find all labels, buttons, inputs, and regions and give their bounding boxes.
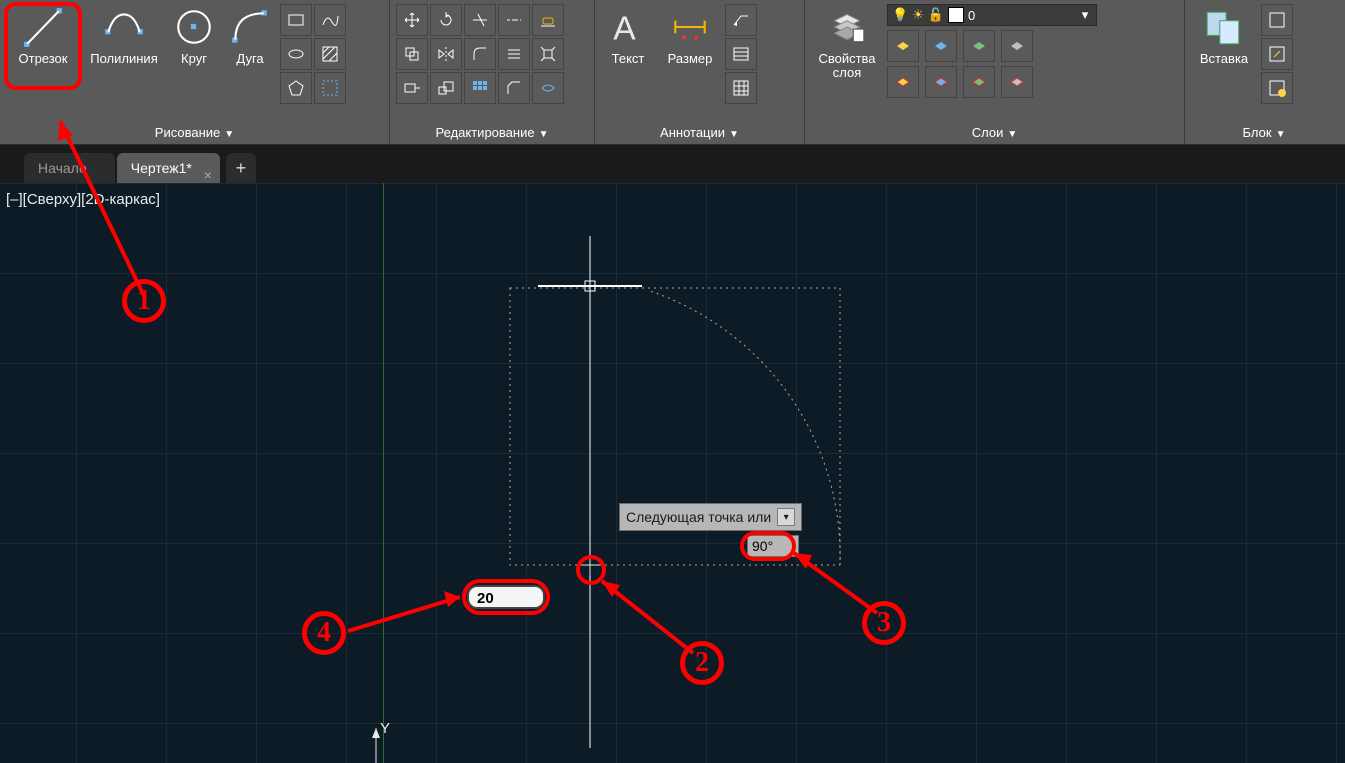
fillet-icon[interactable] <box>464 38 496 70</box>
lock-icon: 🔓 <box>928 7 944 23</box>
erase-icon[interactable] <box>532 4 564 36</box>
trim-icon[interactable] <box>464 4 496 36</box>
move-icon[interactable] <box>396 4 428 36</box>
panel-modify: Редактирование▼ <box>390 0 595 144</box>
tool-circle[interactable]: Круг <box>168 2 220 66</box>
extend-icon[interactable] <box>498 4 530 36</box>
rubber-band-drawing <box>0 183 1345 763</box>
callout-marker-1: 1 <box>122 279 166 323</box>
panel-annotate: A Текст Размер Аннотации▼ <box>595 0 805 144</box>
layer-current-name: 0 <box>968 8 1074 23</box>
offset-icon[interactable] <box>498 38 530 70</box>
panel-layers: Свойства слоя 💡 ☀ 🔓 0 ▾ <box>805 0 1185 144</box>
tab-drawing1[interactable]: Чертеж1* × <box>117 153 220 183</box>
block-edit-icon[interactable] <box>1261 38 1293 70</box>
dynamic-prompt: Следующая точка или ▾ <box>619 503 802 531</box>
chevron-down-icon: ▾ <box>1078 7 1092 23</box>
rect-icon[interactable] <box>280 4 312 36</box>
mirror-icon[interactable] <box>430 38 462 70</box>
tool-layerprops[interactable]: Свойства слоя <box>811 2 883 80</box>
callout-ring-3 <box>740 531 796 561</box>
panel-annotate-title[interactable]: Аннотации▼ <box>601 122 798 144</box>
panel-draw-title[interactable]: Рисование▼ <box>6 122 383 144</box>
spline-icon[interactable] <box>314 4 346 36</box>
draw-extra-icons <box>280 4 346 104</box>
layer-misc-3[interactable] <box>963 30 995 62</box>
array-icon[interactable] <box>464 72 496 104</box>
document-tabbar: Начало Чертеж1* × + <box>0 145 1345 183</box>
tool-line-label: Отрезок <box>6 52 80 66</box>
rotate-icon[interactable] <box>430 4 462 36</box>
tool-text-label: Текст <box>601 52 655 66</box>
ribbon: Отрезок Полилиния Круг Дуга <box>0 0 1345 145</box>
table2-icon[interactable] <box>725 38 757 70</box>
leader-icon[interactable] <box>725 4 757 36</box>
drawing-canvas[interactable]: [–][Сверху][2D-каркас] Следующая точка и… <box>0 183 1345 763</box>
panel-block: Вставка Блок▼ <box>1185 0 1343 144</box>
new-tab-button[interactable]: + <box>226 153 256 183</box>
copy-icon[interactable] <box>396 38 428 70</box>
tool-arc[interactable]: Дуга <box>224 2 276 66</box>
layer-misc-7[interactable] <box>963 66 995 98</box>
panel-draw: Отрезок Полилиния Круг Дуга <box>0 0 390 144</box>
tool-arc-label: Дуга <box>224 52 276 66</box>
svg-text:A: A <box>613 11 636 48</box>
tab-home[interactable]: Начало <box>24 153 115 183</box>
region-icon[interactable] <box>314 72 346 104</box>
panel-layers-title[interactable]: Слои▼ <box>811 122 1178 144</box>
layerprops-label2: слоя <box>811 66 883 80</box>
explode-icon[interactable] <box>532 38 564 70</box>
block-create-icon[interactable] <box>1261 4 1293 36</box>
block-attr-icon[interactable] <box>1261 72 1293 104</box>
ucs-y-label: Y <box>380 720 390 737</box>
tool-polyline-label: Полилиния <box>84 52 164 66</box>
layer-misc-5[interactable] <box>887 66 919 98</box>
panel-modify-title[interactable]: Редактирование▼ <box>396 122 588 144</box>
tool-dim[interactable]: Размер <box>659 2 721 66</box>
callout-marker-2: 2 <box>680 641 724 685</box>
layerprops-label1: Свойства <box>811 52 883 66</box>
tool-circle-label: Круг <box>168 52 220 66</box>
tool-dim-label: Размер <box>659 52 721 66</box>
dynamic-prompt-options-icon[interactable]: ▾ <box>777 508 795 526</box>
join-icon[interactable] <box>532 72 564 104</box>
layer-misc-8[interactable] <box>1001 66 1033 98</box>
tool-insert[interactable]: Вставка <box>1191 2 1257 66</box>
ellipse-icon[interactable] <box>280 38 312 70</box>
layer-misc-6[interactable] <box>925 66 957 98</box>
sun-icon: ☀ <box>912 7 924 23</box>
dynamic-prompt-text: Следующая точка или <box>626 509 771 525</box>
table-icon[interactable] <box>725 72 757 104</box>
callout-marker-4: 4 <box>302 611 346 655</box>
ucs-icon: X Y <box>370 738 470 763</box>
layer-color-swatch <box>948 7 964 23</box>
tool-insert-label: Вставка <box>1191 52 1257 66</box>
polygon-icon[interactable] <box>280 72 312 104</box>
stretch-icon[interactable] <box>396 72 428 104</box>
chamfer-icon[interactable] <box>498 72 530 104</box>
layer-misc-1[interactable] <box>887 30 919 62</box>
callout-marker-3: 3 <box>862 601 906 645</box>
scale-icon[interactable] <box>430 72 462 104</box>
panel-block-title[interactable]: Блок▼ <box>1191 122 1337 144</box>
bulb-icon: 💡 <box>892 7 908 23</box>
callout-ring-4 <box>462 579 550 615</box>
tool-line[interactable]: Отрезок <box>6 2 80 66</box>
hatch-icon[interactable] <box>314 38 346 70</box>
callout-ring-2 <box>576 555 606 585</box>
tool-text[interactable]: A Текст <box>601 2 655 66</box>
tool-polyline[interactable]: Полилиния <box>84 2 164 66</box>
layer-misc-2[interactable] <box>925 30 957 62</box>
layer-misc-4[interactable] <box>1001 30 1033 62</box>
layer-dropdown[interactable]: 💡 ☀ 🔓 0 ▾ <box>887 4 1097 26</box>
